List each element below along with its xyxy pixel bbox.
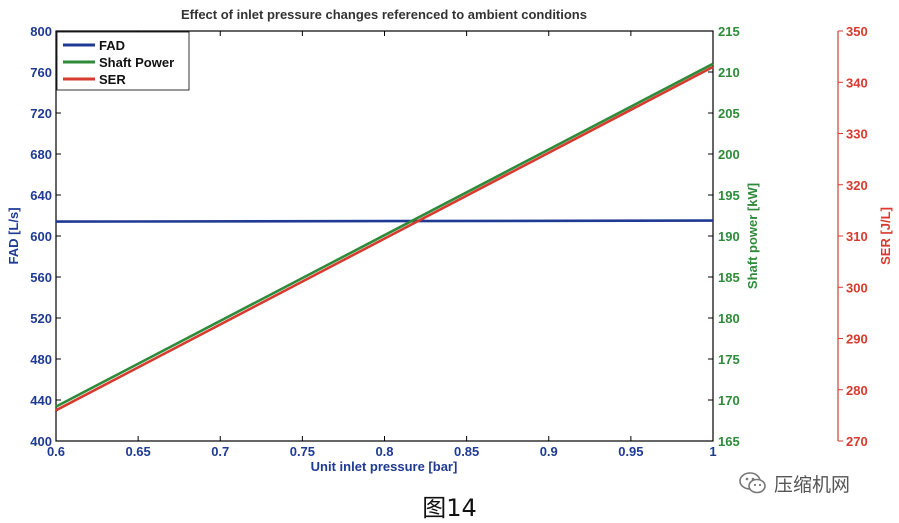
series-line-shaft-power [55, 62, 714, 408]
watermark-text: 压缩机网 [774, 473, 851, 496]
fad-axis-label: FAD [L/s] [6, 207, 21, 264]
ser-tick-label: 340 [846, 75, 868, 90]
shaft-power-axis-ticks: 165 170 175 180 185 190 195 200 205 210 215 [708, 24, 740, 449]
shaft-power-tick-label: 205 [718, 106, 740, 121]
shaft-power-tick-label: 175 [718, 352, 740, 367]
wechat-icon [739, 472, 766, 494]
shaft-power-tick-label: 195 [718, 188, 740, 203]
fad-tick-label: 640 [30, 188, 52, 203]
fad-tick-label: 520 [30, 311, 52, 326]
x-axis-ticks: 0.6 0.65 0.7 0.75 0.8 0.85 0.9 0.95 1 [47, 31, 717, 459]
x-tick-label: 0.9 [540, 444, 558, 459]
fad-tick-label: 600 [30, 229, 52, 244]
chart: Effect of inlet pressure changes referen… [6, 7, 893, 474]
ser-tick-label: 290 [846, 332, 868, 347]
x-tick-label: 0.85 [454, 444, 479, 459]
shaft-power-tick-label: 200 [718, 147, 740, 162]
shaft-power-tick-label: 165 [718, 434, 740, 449]
x-tick-label: 0.65 [125, 444, 150, 459]
legend-label-ser: SER [99, 72, 126, 87]
series-lines [55, 62, 714, 412]
x-tick-label: 0.7 [211, 444, 229, 459]
ser-axis-ticks: 270 280 290 300 310 320 330 340 350 [837, 24, 868, 449]
fad-tick-label: 800 [30, 24, 52, 39]
fad-tick-label: 400 [30, 434, 52, 449]
fad-tick-label: 680 [30, 147, 52, 162]
x-axis-label: Unit inlet pressure [bar] [311, 459, 458, 474]
ser-tick-label: 270 [846, 434, 868, 449]
legend: FAD Shaft Power SER [56, 31, 190, 91]
fad-tick-label: 480 [30, 352, 52, 367]
series-line-ser [55, 65, 714, 412]
fad-axis-ticks: 400 440 480 520 560 600 640 680 720 760 800 [30, 24, 61, 449]
fad-tick-label: 560 [30, 270, 52, 285]
shaft-power-tick-label: 180 [718, 311, 740, 326]
fad-tick-label: 760 [30, 65, 52, 80]
ser-axis-label: SER [J/L] [878, 207, 893, 265]
ser-tick-label: 350 [846, 24, 868, 39]
shaft-power-tick-label: 190 [718, 229, 740, 244]
legend-label-fad: FAD [99, 38, 125, 53]
x-tick-label: 0.6 [47, 444, 65, 459]
x-tick-label: 1 [709, 444, 716, 459]
legend-label-shaft-power: Shaft Power [99, 55, 174, 70]
ser-tick-label: 320 [846, 178, 868, 193]
ser-tick-label: 330 [846, 127, 868, 142]
x-tick-label: 0.8 [375, 444, 393, 459]
shaft-power-tick-label: 210 [718, 65, 740, 80]
chart-title: Effect of inlet pressure changes referen… [181, 7, 587, 22]
fad-tick-label: 440 [30, 393, 52, 408]
series-line-fad [55, 219, 714, 223]
x-tick-label: 0.95 [618, 444, 643, 459]
ser-tick-label: 280 [846, 383, 868, 398]
x-tick-label: 0.75 [290, 444, 315, 459]
watermark: 压缩机网 [738, 470, 850, 496]
figure-caption: 图14 [422, 494, 477, 522]
shaft-power-tick-label: 170 [718, 393, 740, 408]
ser-tick-label: 300 [846, 280, 868, 295]
shaft-power-axis-label: Shaft power [kW] [745, 183, 760, 289]
fad-tick-label: 720 [30, 106, 52, 121]
shaft-power-tick-label: 185 [718, 270, 740, 285]
ser-tick-label: 310 [846, 229, 868, 244]
shaft-power-tick-label: 215 [718, 24, 740, 39]
